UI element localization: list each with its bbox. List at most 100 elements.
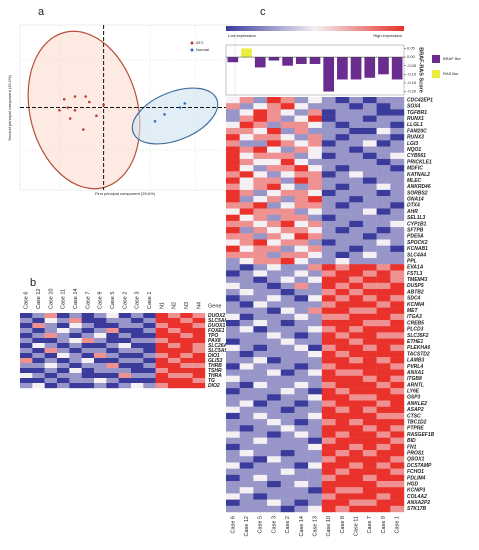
cell xyxy=(349,202,364,209)
row-label: THRA xyxy=(208,373,222,379)
cell xyxy=(118,333,132,339)
cell xyxy=(362,437,377,445)
cell xyxy=(390,319,405,327)
column-label: Case 2 xyxy=(285,516,291,533)
cell xyxy=(294,307,309,314)
cell xyxy=(267,208,281,215)
cell xyxy=(239,499,254,507)
cell xyxy=(253,245,268,253)
row-label: TBC1D2 xyxy=(407,420,427,426)
cell xyxy=(349,487,364,494)
cell xyxy=(308,307,323,314)
cell xyxy=(335,419,350,426)
cell xyxy=(294,481,309,488)
cell xyxy=(280,412,295,420)
row-label: NQO1 xyxy=(407,147,421,153)
cell xyxy=(267,499,281,507)
cell xyxy=(81,353,95,359)
cell xyxy=(294,208,309,215)
cell xyxy=(57,343,70,349)
cell xyxy=(155,328,169,334)
cell xyxy=(294,468,309,476)
cell xyxy=(280,493,295,500)
cell xyxy=(168,358,181,364)
cell xyxy=(308,431,323,438)
cell xyxy=(81,343,95,349)
column-label: Case 10 xyxy=(326,516,332,537)
cell xyxy=(168,363,181,369)
cell xyxy=(390,208,405,215)
cell xyxy=(267,214,281,222)
cell xyxy=(267,227,281,234)
column-label: Case 5 xyxy=(258,516,264,533)
cell xyxy=(280,505,295,513)
cell xyxy=(44,383,58,389)
cell xyxy=(155,383,169,389)
cell xyxy=(294,134,309,141)
cell xyxy=(192,348,206,354)
cell xyxy=(192,323,206,329)
cell xyxy=(308,406,323,414)
cell xyxy=(44,353,58,359)
cell xyxy=(349,499,364,507)
cell xyxy=(376,394,391,401)
cell xyxy=(335,332,350,339)
cell xyxy=(308,127,323,135)
cell xyxy=(376,307,391,314)
cell xyxy=(376,313,391,321)
cell xyxy=(253,183,268,191)
cell xyxy=(280,462,295,469)
cell xyxy=(280,375,295,383)
cell xyxy=(390,251,405,259)
cell xyxy=(294,388,309,395)
cell xyxy=(239,121,254,129)
cell xyxy=(321,152,336,160)
point xyxy=(73,95,77,98)
cell xyxy=(294,227,309,234)
row-label: STK17B xyxy=(407,506,427,512)
point xyxy=(163,113,166,116)
cell xyxy=(321,115,336,122)
cell xyxy=(239,127,254,135)
cell xyxy=(321,437,336,445)
cell xyxy=(294,165,309,172)
cell xyxy=(32,348,45,354)
cell xyxy=(226,487,240,494)
row-label: CTSC xyxy=(407,413,421,419)
legend-marker xyxy=(190,48,194,52)
point xyxy=(68,117,72,120)
cell xyxy=(226,412,240,420)
cell xyxy=(294,350,309,358)
cell xyxy=(308,227,323,234)
cell xyxy=(294,196,309,203)
row-label: ANKLE2 xyxy=(406,401,427,407)
cell xyxy=(180,363,193,369)
cell xyxy=(335,313,350,321)
cell xyxy=(280,103,295,110)
cell xyxy=(226,127,240,135)
cell xyxy=(294,394,309,401)
legend-marker xyxy=(190,41,194,45)
cell xyxy=(280,158,295,166)
cell xyxy=(308,443,323,451)
cell xyxy=(44,318,58,324)
cell xyxy=(335,251,350,259)
cell xyxy=(376,103,391,110)
cell xyxy=(81,328,95,334)
cell xyxy=(294,450,309,457)
cell xyxy=(362,499,377,507)
cell xyxy=(308,468,323,476)
row-label: CYP1B1 xyxy=(407,221,427,227)
cell xyxy=(294,456,309,463)
cell xyxy=(239,450,254,457)
cell xyxy=(239,375,254,383)
cell xyxy=(192,333,206,339)
cell xyxy=(226,313,240,321)
cell xyxy=(349,326,364,333)
cell xyxy=(168,348,181,354)
row-label: PPL xyxy=(407,258,417,264)
cell xyxy=(253,338,268,345)
cell xyxy=(253,177,268,184)
cell xyxy=(192,383,206,389)
cell xyxy=(376,332,391,339)
